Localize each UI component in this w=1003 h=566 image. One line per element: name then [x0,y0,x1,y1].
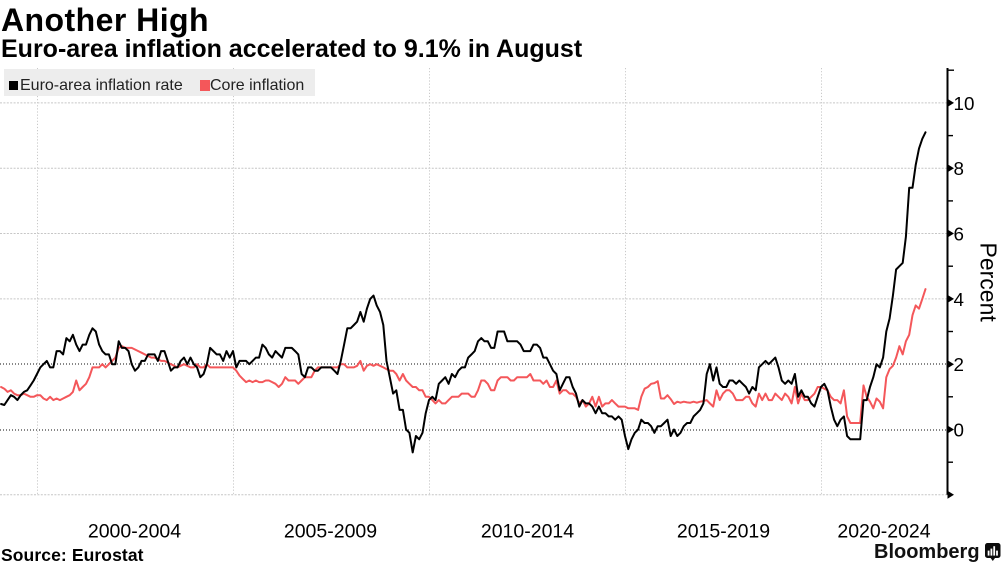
svg-text:6: 6 [954,224,964,245]
svg-text:2015-2019: 2015-2019 [677,521,770,543]
svg-text:8: 8 [954,158,964,179]
svg-text:10: 10 [954,93,975,114]
svg-text:2020-2024: 2020-2024 [837,521,930,543]
svg-text:Percent: Percent [976,243,1002,323]
svg-text:0: 0 [954,420,964,441]
svg-text:2005-2009: 2005-2009 [284,521,377,543]
svg-text:4: 4 [954,289,964,310]
svg-text:2010-2014: 2010-2014 [481,521,574,543]
svg-text:2000-2004: 2000-2004 [88,521,181,543]
svg-text:2: 2 [954,354,964,375]
